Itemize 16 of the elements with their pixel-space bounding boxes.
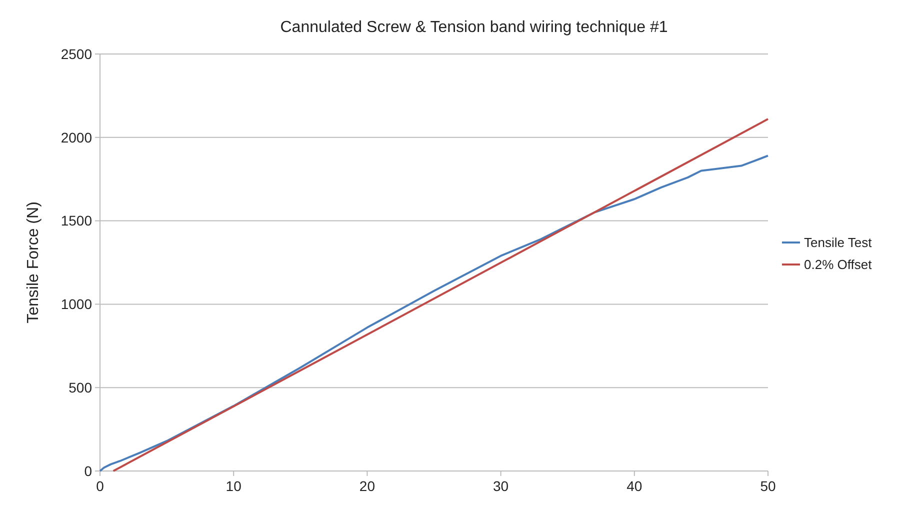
- y-tick-label: 1000: [60, 296, 92, 312]
- y-axis-title: Tensile Force (N): [25, 202, 42, 324]
- x-tick-label: 40: [626, 478, 642, 494]
- x-tick-label: 0: [96, 478, 104, 494]
- y-tick-label: 1500: [60, 212, 92, 229]
- legend-label: 0.2% Offset: [804, 257, 872, 272]
- y-tick-label: 0: [84, 462, 92, 479]
- x-tick-label: 20: [359, 478, 376, 494]
- y-tick-label: 2500: [60, 46, 92, 62]
- x-tick-label: 30: [493, 478, 509, 494]
- x-tick-label: 50: [760, 478, 776, 494]
- legend-label: Tensile Test: [804, 235, 872, 250]
- y-tick-label: 2000: [60, 129, 92, 146]
- y-tick-label: 500: [68, 380, 92, 396]
- chart-title: Cannulated Screw & Tension band wiring technique #1: [280, 19, 668, 36]
- x-tick-label: 10: [226, 478, 242, 494]
